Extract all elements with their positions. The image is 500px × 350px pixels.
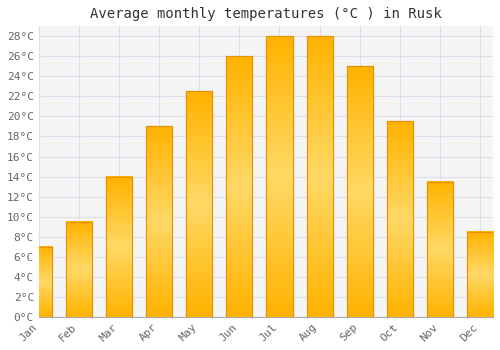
Bar <box>346 66 372 317</box>
Bar <box>106 176 132 317</box>
Bar <box>66 222 92 317</box>
Bar <box>106 176 132 317</box>
Bar <box>427 182 453 317</box>
Bar <box>186 91 212 317</box>
Bar <box>26 247 52 317</box>
Bar <box>467 232 493 317</box>
Bar <box>387 121 413 317</box>
Bar <box>467 232 493 317</box>
Title: Average monthly temperatures (°C ) in Rusk: Average monthly temperatures (°C ) in Ru… <box>90 7 442 21</box>
Bar <box>266 36 292 317</box>
Bar <box>146 126 172 317</box>
Bar <box>186 91 212 317</box>
Bar <box>66 222 92 317</box>
Bar <box>346 66 372 317</box>
Bar <box>306 36 332 317</box>
Bar <box>226 56 252 317</box>
Bar <box>427 182 453 317</box>
Bar <box>306 36 332 317</box>
Bar <box>226 56 252 317</box>
Bar <box>146 126 172 317</box>
Bar <box>266 36 292 317</box>
Bar <box>387 121 413 317</box>
Bar <box>26 247 52 317</box>
